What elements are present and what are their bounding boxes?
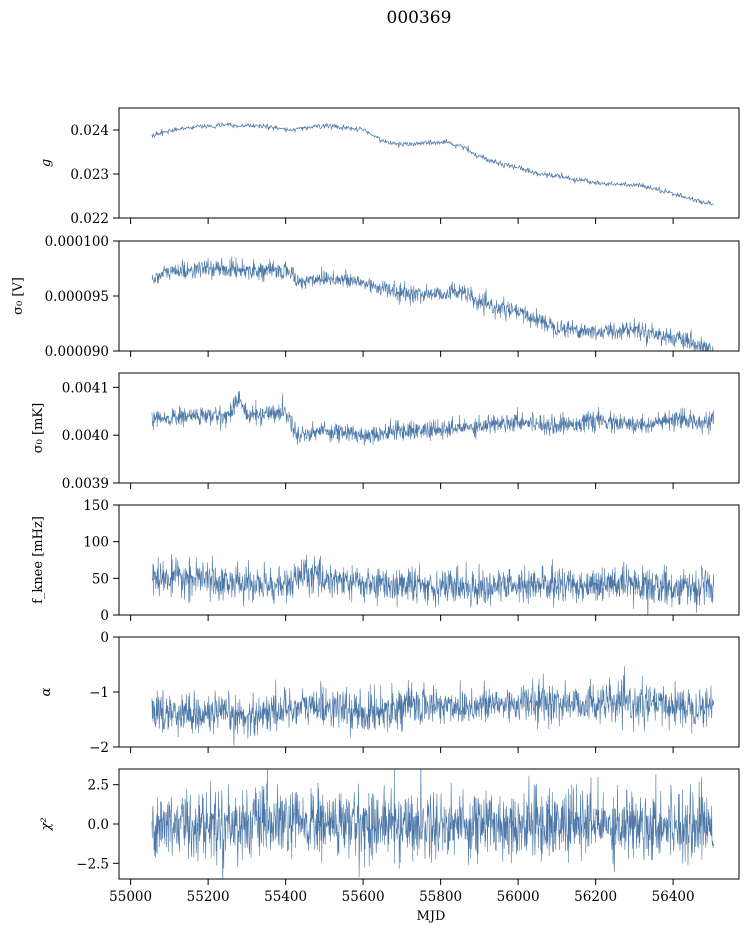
panel-chi2: −2.5 0.0 2.5 55000 55200 55400 55600 55800 56000… [39, 768, 740, 924]
axes-frame-g [118, 107, 740, 219]
ytick-label-fknee: 50 [92, 571, 109, 587]
series-line-fknee [151, 553, 715, 615]
xlabel: MJD [417, 909, 446, 924]
series-line-chi2 [151, 769, 715, 879]
ytick-label-alpha: −1 [89, 685, 109, 701]
ytick-label-chi2: −2.5 [76, 856, 109, 872]
panel-sigma0_mK: 0.0039 0.0040 0.0041 σ₀ [mK] [31, 372, 740, 492]
ylabel-fknee: f_knee [mHz] [31, 516, 46, 604]
ytick-label-alpha: 0 [100, 630, 109, 646]
ytick-label-sigma0_mK: 0.0039 [62, 476, 109, 492]
panel-fknee: 0 50 100 150 f_knee [mHz] [31, 498, 740, 624]
xtick-label: 56000 [497, 889, 540, 905]
ytick-label-sigma0_mK: 0.0040 [62, 428, 109, 444]
axes-frame-fknee [118, 504, 740, 616]
panel-alpha: −2 −1 0 α [39, 630, 740, 756]
ylabel-g: g [39, 159, 54, 167]
panel-g: 0.022 0.023 0.024 g [39, 107, 740, 227]
ytick-label-fknee: 0 [100, 608, 109, 624]
ytick-label-sigma0_V: 0.000095 [45, 289, 109, 305]
ytick-label-chi2: 0.0 [88, 817, 109, 833]
figure-title: 000369 [387, 8, 452, 28]
series-line-alpha [151, 666, 715, 746]
ytick-label-sigma0_V: 0.000100 [45, 234, 109, 250]
panels: 0.0220.0230.024g0.0000900.0000950.000100… [11, 107, 740, 924]
ytick-label-g: 0.022 [70, 211, 109, 227]
xtick-label: 56400 [652, 889, 695, 905]
ytick-label-sigma0_V: 0.000090 [45, 344, 109, 360]
ylabel-sigma0_mK: σ₀ [mK] [31, 403, 46, 453]
series-line-sigma0_V [151, 256, 715, 351]
ytick-label-sigma0_mK: 0.0041 [62, 380, 109, 396]
series-line-sigma0_mK [151, 390, 715, 446]
xtick-label: 55000 [109, 889, 152, 905]
ytick-label-fknee: 100 [83, 535, 109, 551]
xtick-label: 56200 [574, 889, 617, 905]
ytick-label-g: 0.024 [70, 123, 109, 139]
xtick-label: 55600 [342, 889, 385, 905]
ytick-label-fknee: 150 [83, 498, 109, 514]
xtick-label: 55800 [419, 889, 462, 905]
ytick-label-alpha: −2 [89, 740, 109, 756]
ytick-label-chi2: 2.5 [88, 778, 109, 794]
xtick-label: 55200 [187, 889, 230, 905]
ylabel-chi2: χ² [39, 817, 54, 831]
ylabel-sigma0_V: σ₀ [V] [11, 277, 26, 315]
axes-frame-sigma0_mK [118, 372, 740, 484]
series-line-g [151, 121, 714, 206]
panel-sigma0_V: 0.000090 0.000095 0.000100 σ₀ [V] [11, 234, 740, 360]
ylabel-alpha: α [39, 687, 54, 696]
xtick-label: 55400 [264, 889, 307, 905]
ytick-label-g: 0.023 [70, 167, 109, 183]
